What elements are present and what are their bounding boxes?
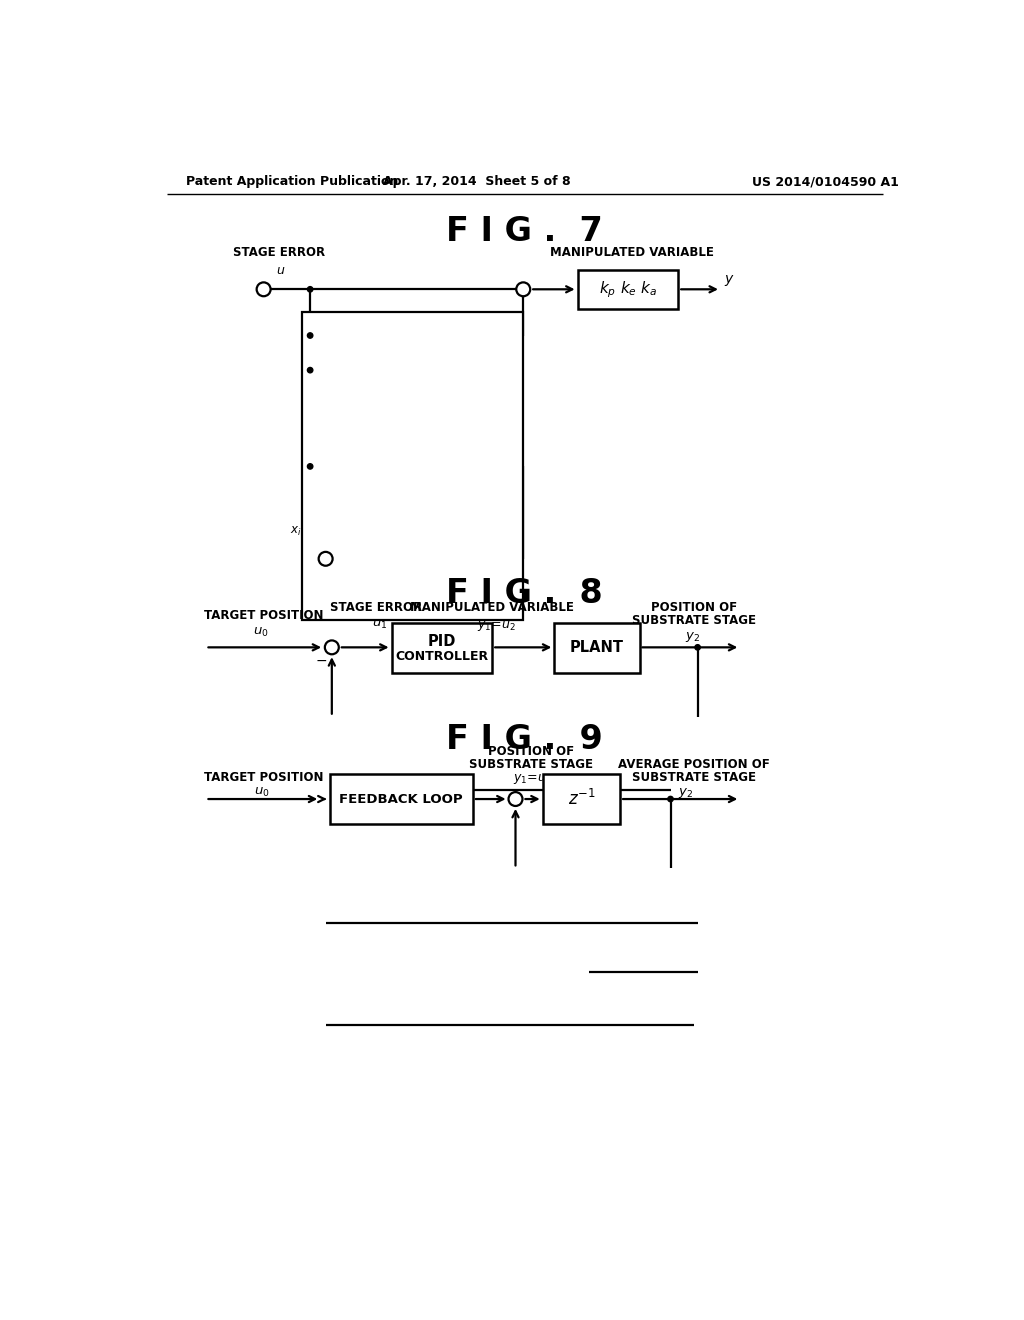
Text: $k_i$: $k_i$ (440, 326, 455, 345)
Text: $y_2$: $y_2$ (679, 785, 693, 800)
Text: u: u (276, 264, 285, 277)
Text: $x_i(k+1)$: $x_i(k+1)$ (290, 521, 338, 537)
Circle shape (307, 286, 313, 292)
Text: −: − (315, 653, 327, 668)
Text: $y_1$=$u_2$: $y_1$=$u_2$ (477, 619, 515, 632)
Bar (423, 541, 473, 576)
Circle shape (307, 333, 313, 338)
Text: $z^{-1}$: $z^{-1}$ (369, 549, 394, 568)
Text: $k_d$: $k_d$ (425, 457, 443, 475)
Text: $x_e(k$-$1)$: $x_e(k$-$1)$ (340, 428, 381, 444)
Text: $k_d$: $k_d$ (379, 360, 396, 380)
Text: STAGE ERROR: STAGE ERROR (233, 246, 326, 259)
Text: $u_0$: $u_0$ (254, 626, 269, 639)
Text: SUBSTRATE STAGE: SUBSTRATE STAGE (469, 758, 593, 771)
Circle shape (325, 640, 339, 655)
Circle shape (257, 282, 270, 296)
Circle shape (307, 463, 313, 469)
Bar (554, 623, 640, 673)
Bar (407, 450, 461, 483)
Circle shape (516, 282, 530, 296)
Text: PLANT: PLANT (570, 640, 624, 655)
Bar (391, 623, 493, 673)
Text: TARGET POSITION: TARGET POSITION (204, 771, 324, 784)
Bar (310, 450, 369, 483)
Text: $y_2$: $y_2$ (685, 630, 699, 644)
Text: $u_0$: $u_0$ (254, 787, 270, 800)
Text: MANIPULATED VARIABLE: MANIPULATED VARIABLE (550, 246, 714, 259)
Bar (578, 271, 678, 309)
Text: $z^{-1}$: $z^{-1}$ (327, 457, 352, 475)
Text: US 2014/0104590 A1: US 2014/0104590 A1 (752, 176, 899, 187)
Text: SUBSTRATE STAGE: SUBSTRATE STAGE (632, 771, 756, 784)
Text: STAGE ERROR: STAGE ERROR (330, 601, 422, 614)
Text: F I G .  7: F I G . 7 (446, 215, 603, 248)
Text: SUBSTRATE STAGE: SUBSTRATE STAGE (632, 614, 756, 627)
Text: CONTROLLER: CONTROLLER (395, 649, 488, 663)
Text: y: y (725, 272, 733, 285)
Text: F I G .  9: F I G . 9 (446, 723, 603, 756)
Text: −: − (469, 450, 481, 465)
Circle shape (509, 792, 522, 807)
Text: TARGET POSITION: TARGET POSITION (204, 609, 324, 622)
Bar (302, 313, 523, 620)
Text: Patent Application Publication: Patent Application Publication (186, 176, 398, 187)
Text: $y_1$=$u_2$: $y_1$=$u_2$ (513, 772, 552, 785)
Text: $x_i(k)$: $x_i(k)$ (392, 521, 419, 537)
Text: $u_1$: $u_1$ (372, 618, 387, 631)
Bar (423, 318, 473, 352)
Text: FEEDBACK LOOP: FEEDBACK LOOP (339, 792, 463, 805)
Circle shape (307, 367, 313, 372)
Text: $k_i$: $k_i$ (440, 549, 455, 568)
Bar (360, 354, 415, 387)
Text: $z^{-1}$: $z^{-1}$ (567, 789, 595, 809)
Bar (352, 541, 411, 576)
Bar (543, 775, 621, 825)
Text: Apr. 17, 2014  Sheet 5 of 8: Apr. 17, 2014 Sheet 5 of 8 (383, 176, 570, 187)
Text: POSITION OF: POSITION OF (488, 744, 574, 758)
Text: AVERAGE POSITION OF: AVERAGE POSITION OF (617, 758, 770, 771)
Text: $k_p\ k_e\ k_a$: $k_p\ k_e\ k_a$ (599, 279, 657, 300)
Text: MANIPULATED VARIABLE: MANIPULATED VARIABLE (411, 601, 574, 614)
Text: POSITION OF: POSITION OF (650, 601, 737, 614)
Text: F I G .  8: F I G . 8 (446, 577, 603, 610)
Circle shape (695, 644, 700, 649)
Text: PID: PID (428, 634, 456, 648)
Bar (330, 775, 473, 825)
Circle shape (318, 552, 333, 566)
Circle shape (668, 796, 673, 801)
